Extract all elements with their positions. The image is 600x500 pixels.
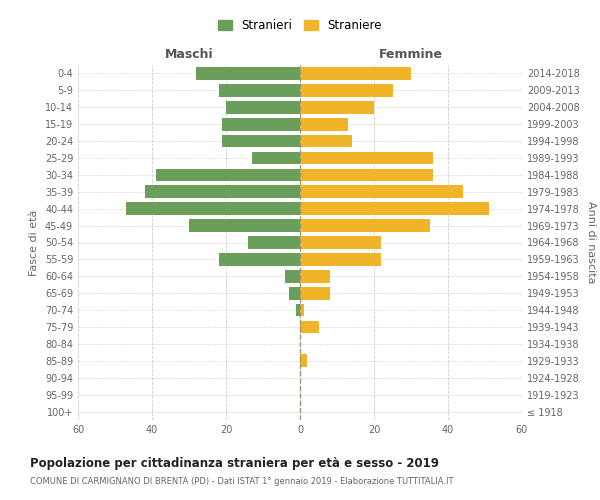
Bar bbox=[296, 304, 300, 316]
Bar bbox=[300, 202, 488, 215]
Bar bbox=[300, 354, 307, 367]
Bar bbox=[218, 253, 300, 266]
Bar bbox=[300, 236, 382, 249]
Text: Popolazione per cittadinanza straniera per età e sesso - 2019: Popolazione per cittadinanza straniera p… bbox=[30, 458, 439, 470]
Bar bbox=[300, 168, 433, 181]
Bar bbox=[223, 134, 300, 147]
Bar bbox=[300, 253, 382, 266]
Bar bbox=[196, 67, 300, 80]
Bar bbox=[300, 152, 433, 164]
Bar bbox=[300, 304, 304, 316]
Bar bbox=[289, 287, 300, 300]
Bar bbox=[218, 84, 300, 96]
Bar bbox=[226, 101, 300, 114]
Bar bbox=[156, 168, 300, 181]
Bar bbox=[126, 202, 300, 215]
Text: Maschi: Maschi bbox=[164, 48, 214, 62]
Bar bbox=[300, 186, 463, 198]
Bar bbox=[300, 118, 348, 130]
Bar bbox=[300, 287, 329, 300]
Bar bbox=[285, 270, 300, 282]
Y-axis label: Fasce di età: Fasce di età bbox=[29, 210, 39, 276]
Bar bbox=[300, 134, 352, 147]
Bar bbox=[300, 220, 430, 232]
Bar bbox=[300, 67, 411, 80]
Bar bbox=[189, 220, 300, 232]
Text: COMUNE DI CARMIGNANO DI BRENTA (PD) - Dati ISTAT 1° gennaio 2019 - Elaborazione : COMUNE DI CARMIGNANO DI BRENTA (PD) - Da… bbox=[30, 478, 454, 486]
Bar bbox=[300, 84, 392, 96]
Text: Femmine: Femmine bbox=[379, 48, 443, 62]
Bar bbox=[223, 118, 300, 130]
Legend: Stranieri, Straniere: Stranieri, Straniere bbox=[215, 16, 385, 34]
Y-axis label: Anni di nascita: Anni di nascita bbox=[586, 201, 596, 284]
Bar bbox=[252, 152, 300, 164]
Bar bbox=[300, 101, 374, 114]
Bar bbox=[300, 320, 319, 334]
Bar bbox=[248, 236, 300, 249]
Bar bbox=[145, 186, 300, 198]
Bar bbox=[300, 270, 329, 282]
